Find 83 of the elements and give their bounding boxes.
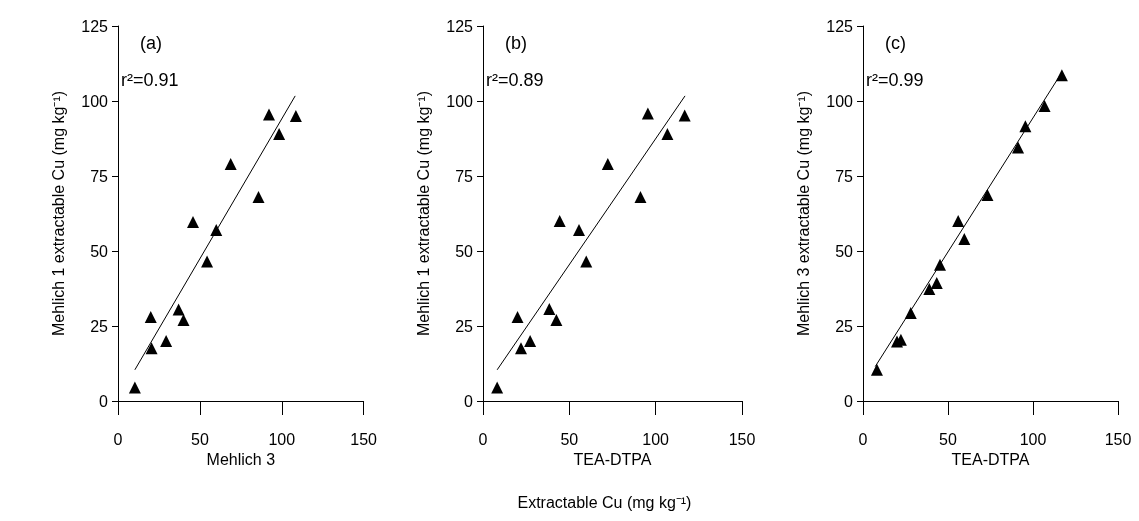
point [580, 255, 593, 268]
y-tick-label: 75 [90, 167, 109, 185]
y-tick-label: 0 [99, 392, 109, 410]
y-tick-label: 0 [844, 392, 854, 410]
point [145, 342, 158, 355]
y-tick-label: 25 [835, 317, 854, 335]
x-tick-label: 50 [560, 430, 579, 448]
point [550, 314, 563, 326]
point [289, 110, 302, 122]
text: Extractable Cu (mg kg⁻¹) [517, 493, 692, 511]
x-tick-label: 150 [350, 430, 378, 448]
x-tick-label: 50 [939, 430, 957, 448]
chart-title: (b) [505, 33, 527, 53]
point [1038, 100, 1051, 113]
point [172, 303, 185, 316]
point [641, 107, 654, 120]
chart-title: (a) [140, 33, 162, 53]
point [144, 311, 157, 323]
y-axis-title: Mehlich 1 extractable Cu (mg kg⁻¹) [49, 90, 67, 337]
x-tick-label: 150 [1104, 430, 1132, 448]
point [543, 302, 556, 315]
point [1012, 141, 1025, 154]
y-tick-label: 125 [826, 17, 854, 35]
point [511, 311, 524, 323]
point [177, 314, 190, 326]
y-tick-label: 75 [835, 167, 854, 185]
annotation: r²=0.99 [866, 70, 924, 90]
x-tick-label: 0 [478, 430, 488, 448]
point [187, 215, 200, 228]
point [601, 158, 614, 170]
point [934, 258, 947, 271]
point [958, 233, 971, 245]
x-axis-title: TEA-DTPA [951, 451, 1030, 469]
point [923, 283, 936, 296]
x-axis-title: Mehlich 3 [206, 451, 276, 469]
y-tick-label: 0 [464, 392, 474, 410]
point [981, 188, 994, 201]
y-tick-label: 50 [455, 242, 474, 260]
x-axis-title: TEA-DTPA [573, 451, 652, 469]
point [930, 277, 943, 290]
point [1055, 69, 1068, 82]
x-tick-label: 100 [268, 430, 296, 448]
y-tick-label: 100 [81, 92, 109, 110]
y-tick-label: 50 [90, 242, 109, 260]
point [524, 335, 537, 347]
point [201, 255, 214, 268]
y-tick-label: 75 [455, 167, 474, 185]
point [160, 335, 173, 347]
x-tick-label: 100 [1019, 430, 1047, 448]
chart-title: (c) [885, 33, 906, 53]
point [553, 215, 566, 227]
point [870, 363, 883, 376]
x-tick-label: 0 [858, 430, 868, 448]
point [1019, 120, 1032, 133]
point [273, 128, 286, 140]
point [128, 381, 141, 394]
point [252, 191, 265, 203]
point [224, 158, 237, 170]
point [634, 191, 647, 203]
point [573, 224, 585, 236]
annotation: r²=0.91 [121, 70, 179, 90]
point [514, 342, 527, 355]
point [491, 381, 504, 394]
y-axis-title: Mehlich 1 extractable Cu (mg kg⁻¹) [414, 90, 432, 337]
y-tick-label: 125 [446, 17, 474, 35]
y-axis-title: Mehlich 3 extractable Cu (mg kg⁻¹) [794, 90, 812, 337]
point [904, 307, 917, 320]
x-tick-label: 150 [728, 430, 756, 448]
x-tick-label: 50 [190, 430, 209, 448]
y-tick-label: 100 [446, 92, 474, 110]
point [661, 128, 674, 140]
y-tick-label: 100 [826, 92, 854, 110]
x-tick-label: 0 [113, 430, 123, 448]
annotation: r²=0.89 [486, 70, 544, 90]
y-tick-label: 50 [835, 242, 854, 260]
point [210, 224, 223, 236]
point [952, 215, 965, 227]
point [678, 109, 691, 122]
y-tick-label: 125 [81, 17, 109, 35]
x-tick-label: 100 [642, 430, 670, 448]
y-tick-label: 25 [455, 317, 474, 335]
point [262, 108, 275, 121]
y-tick-label: 25 [90, 317, 109, 335]
